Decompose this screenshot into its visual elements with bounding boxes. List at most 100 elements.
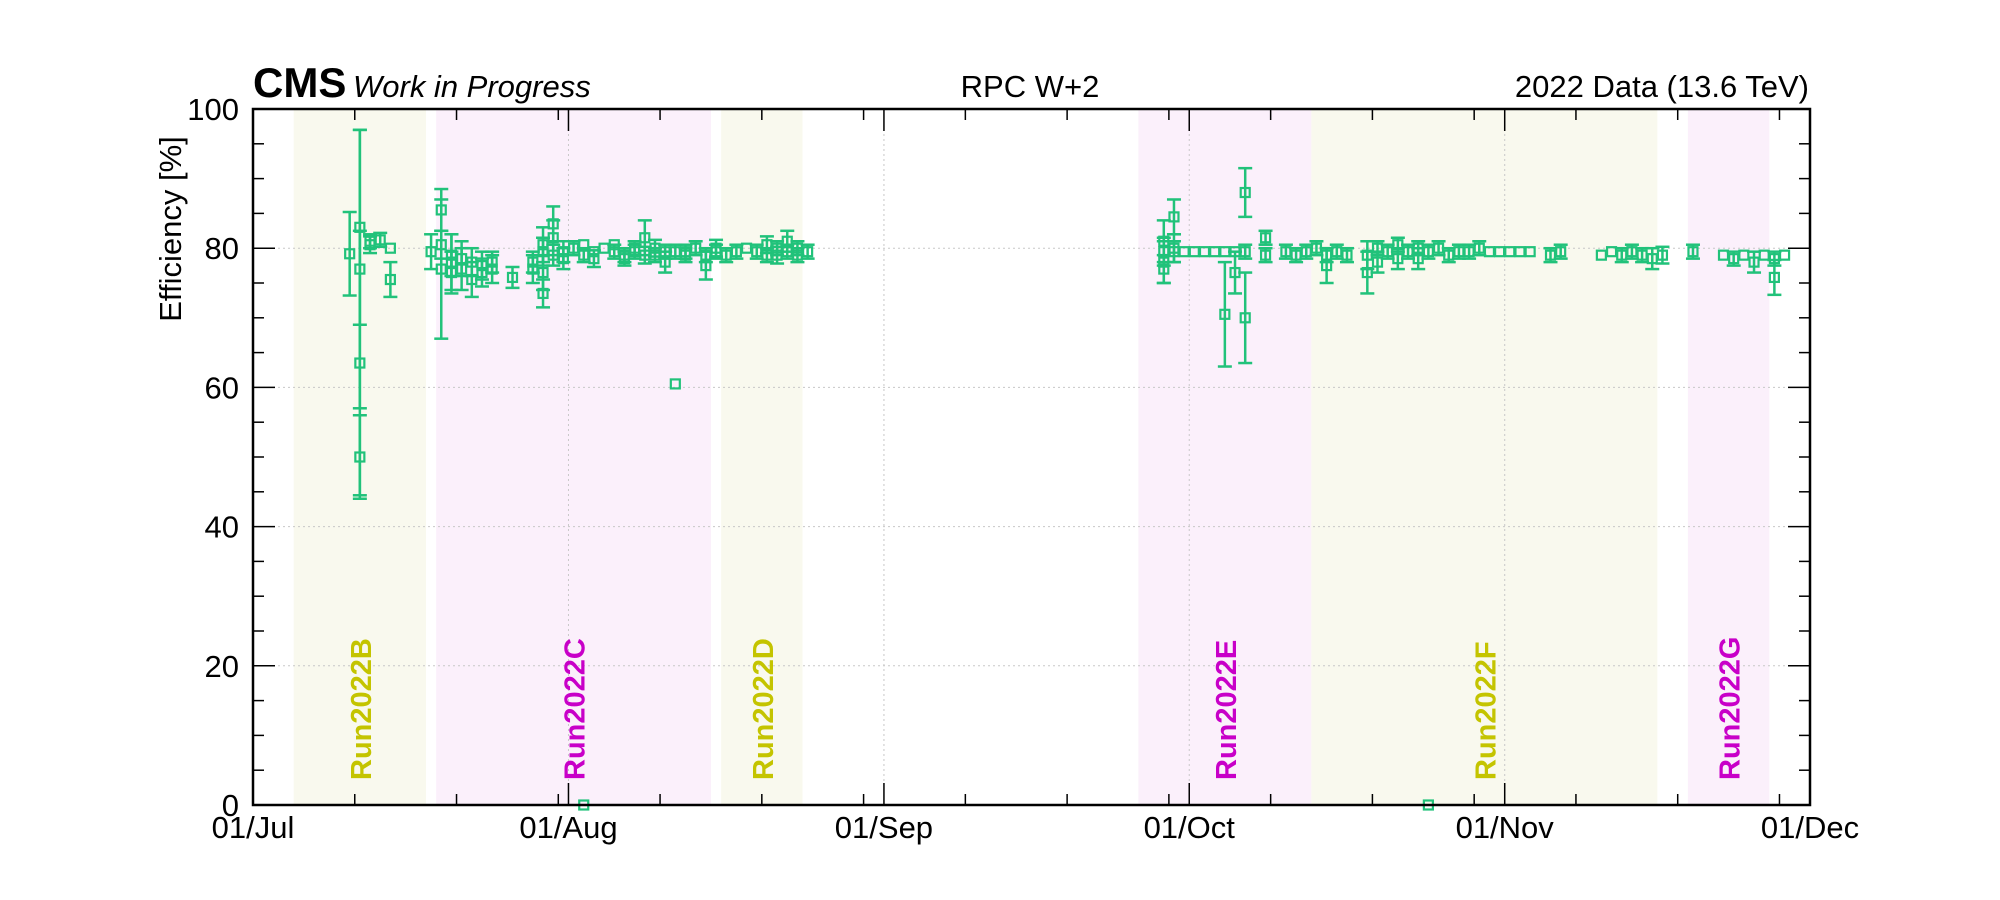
point-marker: [1158, 263, 1170, 275]
era-band-run2022e: [1138, 109, 1312, 805]
point-marker: [1483, 246, 1496, 258]
data-point: [1494, 246, 1506, 258]
data-point: [1655, 245, 1670, 265]
point-marker: [1453, 246, 1465, 258]
point-marker: [629, 242, 641, 254]
point-marker: [1768, 253, 1780, 265]
point-marker: [1341, 249, 1353, 261]
data-point: [383, 260, 398, 299]
point-marker: [1656, 249, 1669, 261]
data-point: [749, 243, 764, 260]
point-marker: [1717, 249, 1730, 261]
point-marker: [1494, 246, 1506, 258]
data-point: [1238, 166, 1253, 219]
data-point: [1685, 243, 1700, 260]
point-marker: [1687, 246, 1699, 258]
point-marker: [384, 273, 396, 286]
data-point: [1778, 249, 1791, 261]
point-marker: [791, 242, 804, 254]
y-tick-labels: 0 20 40 60 80 100: [187, 92, 239, 823]
point-marker: [1646, 253, 1658, 265]
y-tick-label: 40: [205, 510, 239, 545]
dataset-label: 2022 Data (13.6 TeV): [1515, 69, 1809, 104]
data-point: [1524, 246, 1536, 258]
data-point: [1238, 271, 1253, 365]
data-point: [1188, 246, 1200, 258]
data-point: [1209, 246, 1221, 258]
x-tick-label: 01/Oct: [1144, 810, 1236, 845]
data-point: [485, 250, 500, 274]
point-marker: [466, 256, 478, 268]
point-marker: [1371, 256, 1384, 268]
data-point: [669, 378, 681, 390]
grid-lines: [253, 109, 1810, 805]
x-tick-label: 01/Nov: [1456, 810, 1555, 845]
data-point: [1238, 243, 1253, 260]
point-marker: [1239, 246, 1251, 258]
point-marker: [1290, 249, 1302, 261]
era-label: Run2022E: [1211, 640, 1243, 780]
data-point: [1738, 249, 1750, 261]
data-point: [1258, 246, 1273, 264]
point-marker: [1198, 246, 1211, 258]
data-point: [800, 243, 815, 260]
data-point: [740, 242, 753, 254]
point-marker: [751, 246, 763, 258]
cms-label: CMS: [253, 59, 346, 106]
point-marker: [1331, 246, 1343, 258]
data-point: [1595, 249, 1607, 261]
point-marker: [761, 239, 773, 251]
x-tick-label: 01/Aug: [519, 810, 617, 845]
point-marker: [1778, 249, 1791, 261]
point-marker: [354, 221, 366, 233]
data-point: [1198, 246, 1211, 258]
point-marker: [445, 266, 458, 279]
y-tick-label: 20: [205, 649, 239, 684]
point-marker: [771, 242, 783, 254]
point-marker: [669, 246, 681, 258]
era-label: Run2022B: [346, 638, 378, 780]
data-point: [373, 231, 388, 249]
data-point: [688, 239, 703, 257]
point-marker: [506, 271, 519, 284]
point-marker: [344, 248, 356, 260]
plot-frame: [251, 107, 1812, 807]
point-marker: [486, 256, 498, 268]
point-marker: [547, 218, 559, 230]
point-marker: [1544, 249, 1557, 261]
data-point: [384, 242, 396, 254]
point-marker: [1616, 249, 1628, 261]
data-point: [352, 413, 367, 501]
y-axis-label: Efficiency [%]: [153, 136, 188, 322]
data-point: [1605, 246, 1618, 258]
point-marker: [1768, 271, 1780, 284]
era-band-run2022f: [1311, 109, 1658, 805]
data-point: [1360, 239, 1375, 271]
era-band-run2022g: [1687, 109, 1770, 805]
point-marker: [1626, 246, 1638, 258]
point-marker: [802, 246, 814, 258]
data-point: [719, 246, 734, 264]
data-point: [1178, 246, 1190, 258]
point-marker: [1178, 246, 1190, 258]
data-point: [1758, 249, 1770, 261]
point-marker: [740, 242, 753, 254]
data-point: [759, 235, 774, 255]
point-marker: [425, 246, 437, 258]
point-marker: [659, 246, 671, 258]
data-points: [342, 128, 1791, 811]
point-marker: [1402, 246, 1414, 258]
point-marker: [1636, 249, 1648, 261]
point-marker: [354, 451, 366, 463]
point-marker: [1728, 253, 1740, 265]
point-marker: [588, 253, 600, 265]
y-tick-label: 100: [187, 92, 239, 127]
point-marker: [384, 242, 396, 254]
era-band-run2022c: [436, 109, 711, 805]
point-marker: [435, 263, 447, 275]
point-marker: [1473, 242, 1485, 254]
x-tick-label: 01/Jul: [212, 810, 295, 845]
x-tick-label: 01/Dec: [1761, 810, 1859, 845]
data-point: [1329, 243, 1344, 260]
